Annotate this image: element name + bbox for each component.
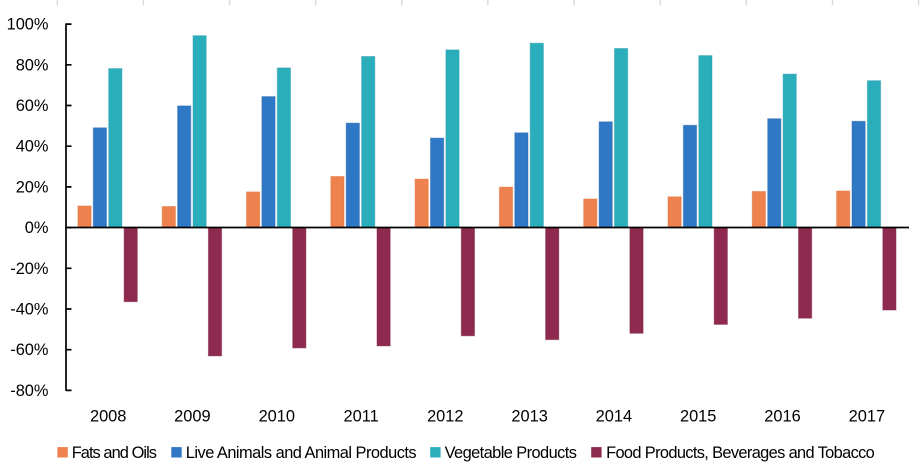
svg-text:-80%: -80% — [10, 382, 48, 400]
svg-text:2014: 2014 — [596, 407, 632, 425]
svg-text:-20%: -20% — [10, 260, 48, 278]
svg-text:100%: 100% — [7, 16, 49, 34]
svg-text:Food Products, Beverages and T: Food Products, Beverages and Tobacco — [606, 444, 875, 462]
svg-text:2016: 2016 — [764, 407, 800, 425]
svg-text:2009: 2009 — [174, 407, 210, 425]
svg-text:20%: 20% — [16, 178, 49, 196]
svg-text:2015: 2015 — [680, 407, 716, 425]
svg-text:Vegetable Products: Vegetable Products — [445, 444, 577, 462]
svg-text:2011: 2011 — [343, 407, 378, 425]
svg-text:0%: 0% — [25, 219, 49, 237]
svg-text:-40%: -40% — [10, 301, 48, 319]
svg-text:2013: 2013 — [511, 407, 547, 425]
svg-text:2017: 2017 — [849, 407, 885, 425]
svg-text:-60%: -60% — [10, 341, 48, 359]
svg-text:60%: 60% — [16, 97, 49, 115]
svg-text:2008: 2008 — [90, 407, 126, 425]
svg-text:2010: 2010 — [259, 407, 295, 425]
svg-text:Fats and Oils: Fats and Oils — [72, 444, 157, 462]
svg-text:Live Animals and Animal Produc: Live Animals and Animal Products — [186, 444, 417, 462]
svg-text:80%: 80% — [16, 56, 49, 74]
svg-text:2012: 2012 — [427, 407, 463, 425]
svg-text:40%: 40% — [16, 138, 49, 156]
